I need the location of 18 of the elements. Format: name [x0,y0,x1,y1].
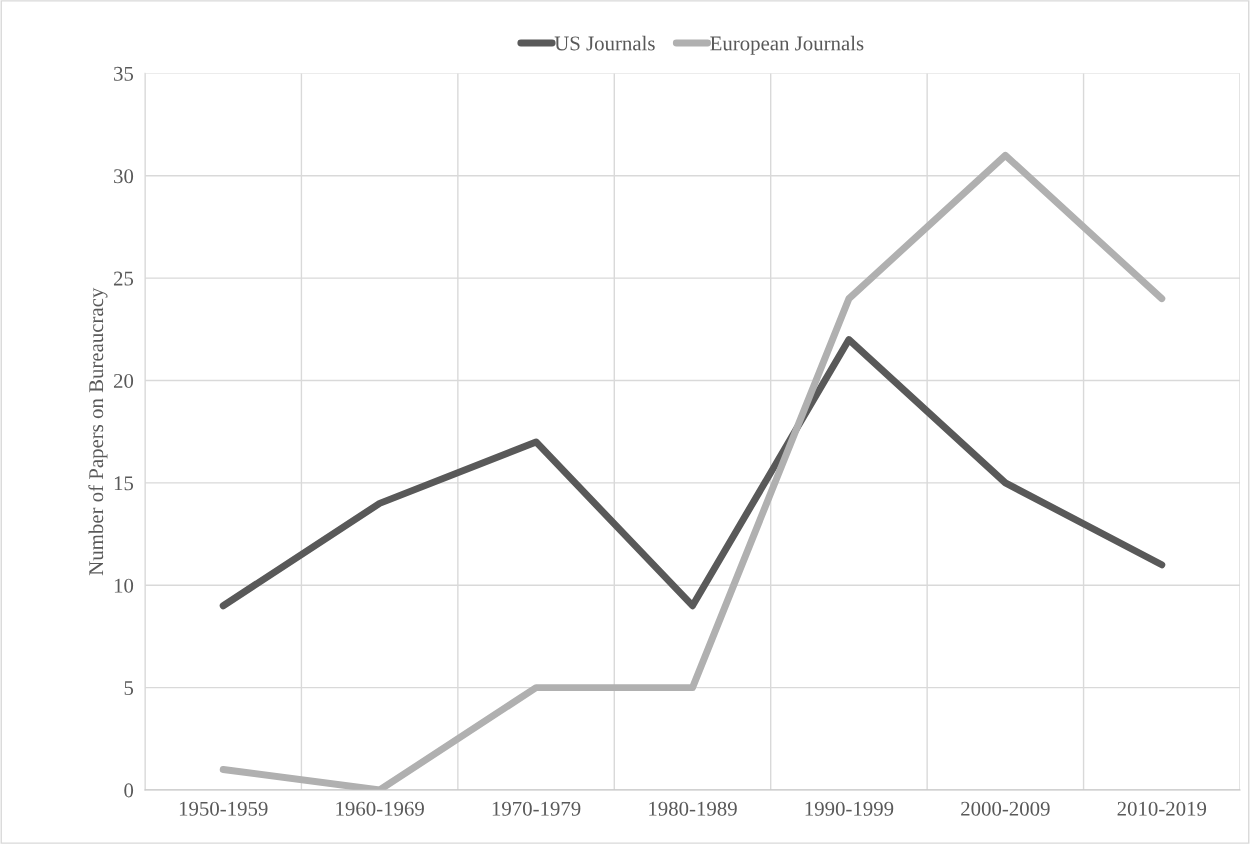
x-tick-label: 1950-1959 [179,801,268,816]
x-tick-label: 1980-1989 [649,801,737,816]
y-tick-label: 25 [113,271,134,286]
y-tick-label: 30 [114,169,134,184]
y-axis-title: Number of Papers on Bureaucracy [88,287,108,576]
y-tick-label: 20 [113,373,134,388]
y-tick-label: 0 [124,783,134,798]
legend-label: European Journals [710,35,864,55]
x-tick-label: 2000-2009 [961,801,1050,816]
x-tick-label: 1990-1999 [805,801,894,816]
x-tick-label: 1970-1979 [492,801,581,816]
y-tick-label: 15 [114,476,134,491]
legend-label: US Journals [554,35,655,51]
y-tick-label: 10 [114,578,134,593]
y-tick-label: 5 [124,681,134,696]
y-tick-label: 35 [114,66,134,81]
x-tick-label: 2010-2019 [1117,801,1207,816]
x-tick-label: 1960-1969 [336,801,424,816]
